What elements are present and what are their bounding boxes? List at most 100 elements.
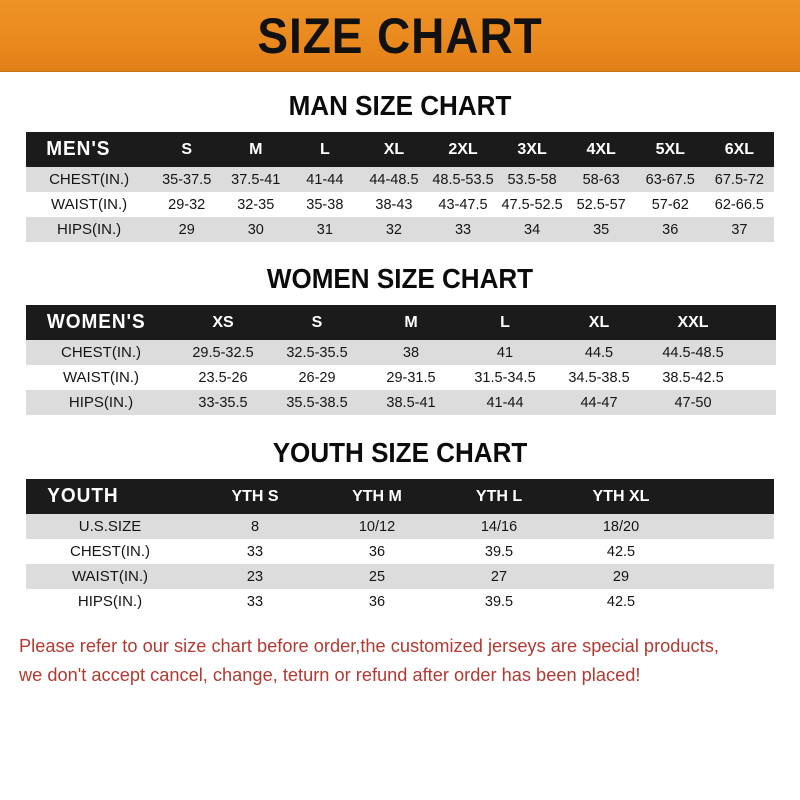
men-hips-xl: 32 xyxy=(385,221,402,238)
men-size-header-4xl: 4XL xyxy=(586,140,616,158)
men-size-table: MEN'S S M L XL 2XL 3XL 4XL 5XL 6XL CHEST… xyxy=(26,132,774,242)
women-chest-xxl: 44.5-48.5 xyxy=(662,344,724,361)
men-waist-s: 29-32 xyxy=(168,196,206,213)
men-hips-3xl: 34 xyxy=(524,221,541,238)
women-row-label-chest: CHEST(IN.) xyxy=(61,344,141,361)
table-row: CHEST(IN.) 33 36 39.5 42.5 xyxy=(26,539,774,564)
youth-row-label-waist: WAIST(IN.) xyxy=(71,568,149,585)
order-policy-line-2: we don't accept cancel, change, teturn o… xyxy=(19,663,641,685)
table-row: HIPS(IN.) 33-35.5 35.5-38.5 38.5-41 41-4… xyxy=(26,390,776,415)
men-size-header-m: M xyxy=(249,140,263,158)
order-policy-line-1: Please refer to our size chart before or… xyxy=(19,635,719,656)
men-chest-6xl: 67.5-72 xyxy=(714,171,764,188)
youth-row-spacer xyxy=(682,539,774,564)
order-policy-note: Please refer to our size chart before or… xyxy=(19,632,770,689)
youth-corner-label: YOUTH xyxy=(47,485,119,507)
youth-chest-xl: 42.5 xyxy=(606,543,636,560)
women-size-header-xs: XS xyxy=(212,313,234,331)
men-hips-5xl: 36 xyxy=(662,221,679,238)
men-chest-m: 37.5-41 xyxy=(231,171,281,188)
men-size-header-xl: XL xyxy=(383,140,405,158)
women-hips-l: 41-44 xyxy=(486,394,524,411)
women-hips-xxl: 47-50 xyxy=(674,394,712,411)
women-waist-xxl: 38.5-42.5 xyxy=(662,369,724,386)
men-waist-6xl: 62-66.5 xyxy=(714,196,764,213)
men-size-header-2xl: 2XL xyxy=(448,140,478,158)
men-hips-m: 30 xyxy=(247,221,264,238)
page-banner: SIZE CHART xyxy=(0,0,800,72)
women-chest-xl: 44.5 xyxy=(584,344,614,361)
women-waist-s: 26-29 xyxy=(298,369,336,386)
table-row: U.S.SIZE 8 10/12 14/16 18/20 xyxy=(26,514,774,539)
men-hips-s: 29 xyxy=(178,221,195,238)
youth-size-table-wrap: YOUTH YTH S YTH M YTH L YTH XL U.S.SIZE … xyxy=(26,479,774,614)
women-waist-m: 29-31.5 xyxy=(386,369,436,386)
women-chest-s: 32.5-35.5 xyxy=(286,344,348,361)
youth-ussize-m: 10/12 xyxy=(358,518,396,535)
men-chest-xl: 44-48.5 xyxy=(369,171,419,188)
women-chest-xs: 29.5-32.5 xyxy=(192,344,254,361)
women-header-spacer xyxy=(740,305,776,340)
men-chest-l: 41-44 xyxy=(306,171,344,188)
women-waist-l: 31.5-34.5 xyxy=(474,369,536,386)
men-size-header-5xl: 5XL xyxy=(655,140,685,158)
youth-size-table: YOUTH YTH S YTH M YTH L YTH XL U.S.SIZE … xyxy=(26,479,774,614)
men-size-header-3xl: 3XL xyxy=(517,140,547,158)
section-title-man: MAN SIZE CHART xyxy=(288,90,512,121)
table-row: CHEST(IN.) 29.5-32.5 32.5-35.5 38 41 44.… xyxy=(26,340,776,365)
women-size-header-xxl: XXL xyxy=(677,313,709,331)
men-chest-5xl: 63-67.5 xyxy=(645,171,695,188)
table-row: WAIST(IN.) 23 25 27 29 xyxy=(26,564,774,589)
women-waist-xl: 34.5-38.5 xyxy=(568,369,630,386)
women-size-header-m: M xyxy=(404,313,418,331)
men-row-label-hips: HIPS(IN.) xyxy=(56,221,122,238)
table-row: CHEST(IN.) 35-37.5 37.5-41 41-44 44-48.5… xyxy=(26,167,774,192)
women-hips-s: 35.5-38.5 xyxy=(286,394,348,411)
youth-hips-s: 33 xyxy=(246,593,264,610)
men-waist-2xl: 43-47.5 xyxy=(438,196,488,213)
men-row-label-waist: WAIST(IN.) xyxy=(51,196,128,213)
youth-row-spacer xyxy=(682,514,774,539)
youth-hips-m: 36 xyxy=(368,593,386,610)
youth-size-header-xl: YTH XL xyxy=(592,487,650,505)
women-corner-label: WOMEN'S xyxy=(46,311,146,333)
table-row: WAIST(IN.) 29-32 32-35 35-38 38-43 43-47… xyxy=(26,192,774,217)
men-waist-3xl: 47.5-52.5 xyxy=(501,196,563,213)
youth-chest-l: 39.5 xyxy=(484,543,514,560)
youth-ussize-l: 14/16 xyxy=(480,518,518,535)
women-size-table-wrap: WOMEN'S XS S M L XL XXL CHEST(IN.) 29.5-… xyxy=(26,305,776,415)
youth-row-spacer xyxy=(682,589,774,614)
youth-waist-l: 27 xyxy=(490,568,508,585)
men-waist-m: 32-35 xyxy=(237,196,275,213)
men-chest-s: 35-37.5 xyxy=(162,171,212,188)
section-title-women: WOMEN SIZE CHART xyxy=(266,263,534,294)
men-size-header-s: S xyxy=(181,140,193,158)
table-row: WAIST(IN.) 23.5-26 26-29 29-31.5 31.5-34… xyxy=(26,365,776,390)
page-title: SIZE CHART xyxy=(257,7,543,64)
youth-row-label-hips: HIPS(IN.) xyxy=(77,593,143,610)
men-size-header-6xl: 6XL xyxy=(724,140,755,158)
table-row: HIPS(IN.) 33 36 39.5 42.5 xyxy=(26,589,774,614)
women-hips-m: 38.5-41 xyxy=(386,394,436,411)
youth-chest-m: 36 xyxy=(368,543,386,560)
women-size-header-l: L xyxy=(500,313,510,331)
youth-header-row: YOUTH YTH S YTH M YTH L YTH XL xyxy=(26,479,774,514)
youth-hips-l: 39.5 xyxy=(484,593,514,610)
youth-chest-s: 33 xyxy=(246,543,264,560)
youth-header-spacer xyxy=(682,479,774,514)
youth-waist-m: 25 xyxy=(368,568,386,585)
section-title-youth: YOUTH SIZE CHART xyxy=(272,437,528,468)
men-chest-2xl: 48.5-53.5 xyxy=(432,171,494,188)
women-size-header-xl: XL xyxy=(588,313,610,331)
men-size-table-wrap: MEN'S S M L XL 2XL 3XL 4XL 5XL 6XL CHEST… xyxy=(26,132,774,242)
youth-waist-xl: 29 xyxy=(612,568,630,585)
youth-row-spacer xyxy=(682,564,774,589)
women-row-label-hips: HIPS(IN.) xyxy=(68,394,134,411)
youth-size-header-s: YTH S xyxy=(231,487,279,505)
table-row: HIPS(IN.) 29 30 31 32 33 34 35 36 37 xyxy=(26,217,774,242)
women-size-table: WOMEN'S XS S M L XL XXL CHEST(IN.) 29.5-… xyxy=(26,305,776,415)
men-waist-xl: 38-43 xyxy=(375,196,413,213)
men-waist-5xl: 57-62 xyxy=(651,196,689,213)
men-hips-6xl: 37 xyxy=(731,221,748,238)
